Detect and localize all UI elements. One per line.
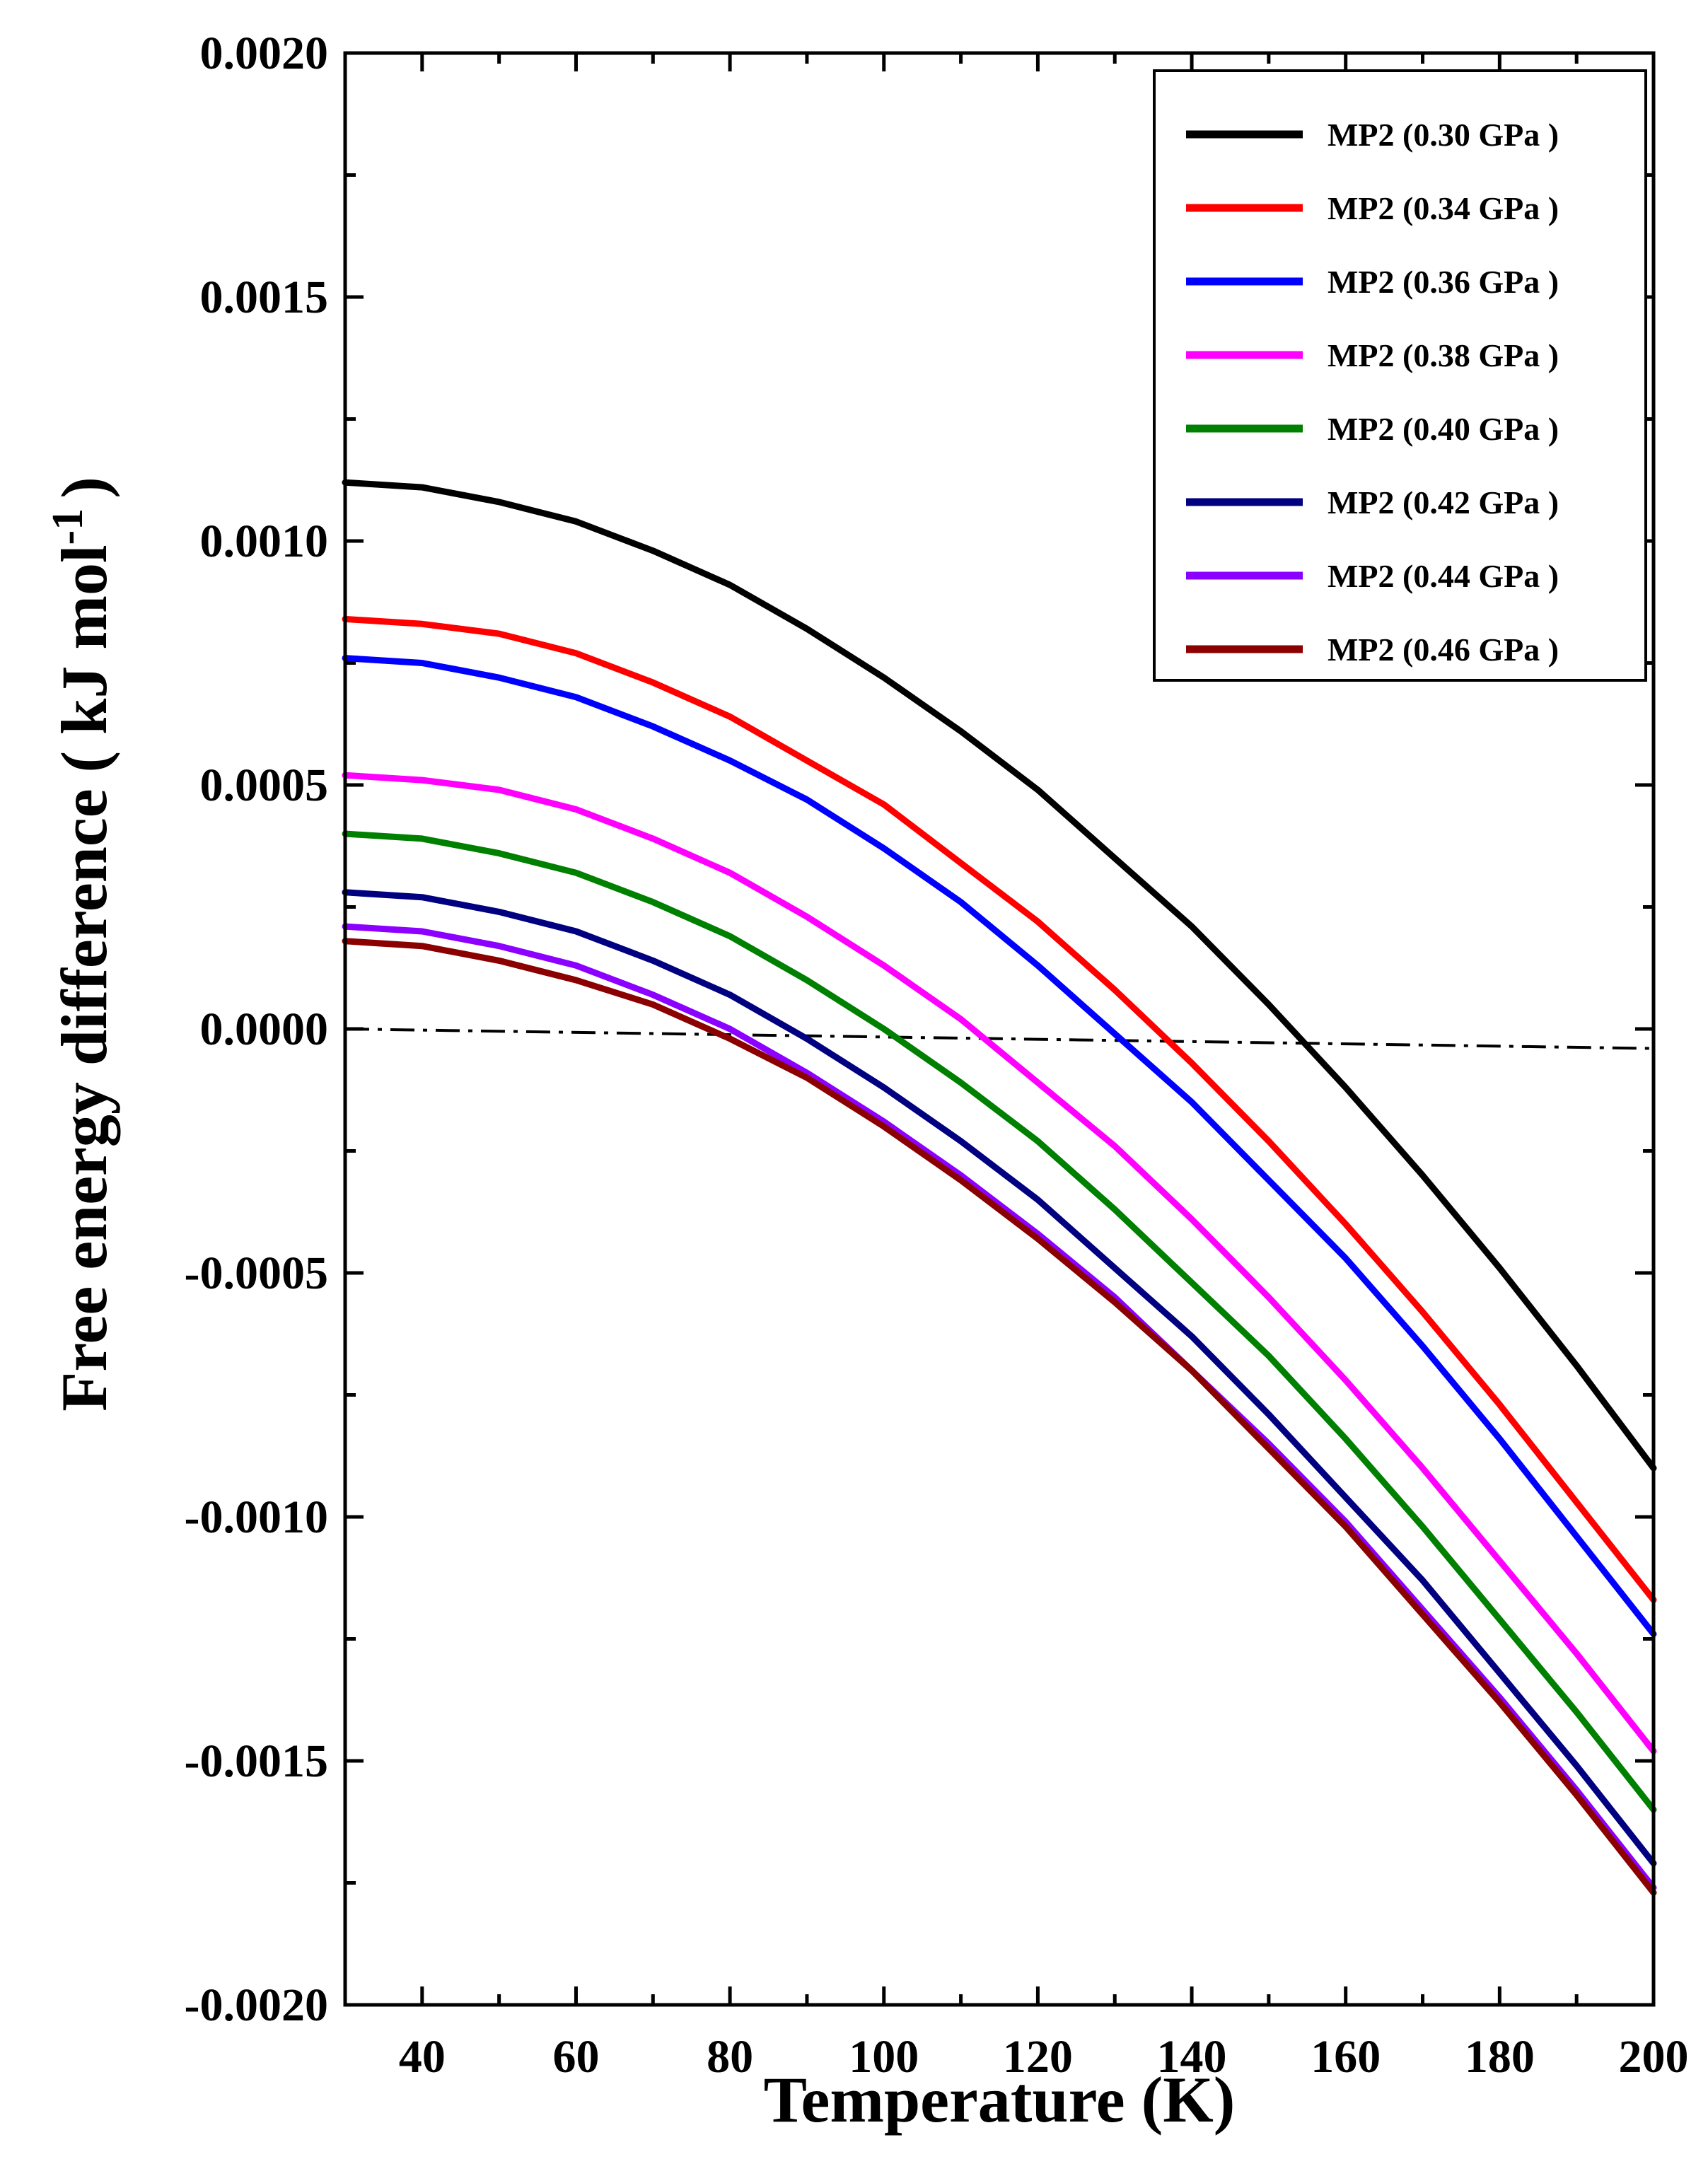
x-axis-title: Temperature (K) <box>764 2064 1236 2136</box>
series-line-7 <box>342 923 1657 1891</box>
y-tick-label: 0.0005 <box>200 760 329 811</box>
y-axis-title-superscript: -1 <box>44 508 92 545</box>
x-tick-label: 160 <box>1311 2031 1381 2083</box>
series-group <box>342 479 1657 1896</box>
legend-label: MP2 (0.44 GPa ) <box>1328 558 1559 594</box>
x-tick-label: 80 <box>707 2031 753 2083</box>
series-line-1 <box>342 479 1657 1472</box>
legend-label: MP2 (0.30 GPa ) <box>1328 117 1559 153</box>
legend: MP2 (0.30 GPa ) MP2 (0.34 GPa ) MP2 (0.36 … <box>1153 69 1647 682</box>
series-line-4 <box>342 772 1657 1755</box>
x-tick-label: 120 <box>1003 2031 1073 2083</box>
legend-label: MP2 (0.34 GPa ) <box>1328 190 1559 226</box>
x-tick-label: 140 <box>1157 2031 1227 2083</box>
x-tick-label: 180 <box>1465 2031 1535 2083</box>
x-tick-label: 100 <box>849 2031 919 2083</box>
y-tick-label: -0.0015 <box>185 1735 328 1787</box>
y-tick-label: -0.0005 <box>185 1247 328 1299</box>
legend-label: MP2 (0.46 GPa ) <box>1328 632 1559 668</box>
x-tick-labels: 40 60 80 100 120 140 160 180 200 <box>399 2031 1689 2083</box>
y-tick-label: 0.0010 <box>200 516 329 567</box>
y-tick-label: 0.0020 <box>200 28 329 79</box>
x-tick-label: 40 <box>399 2031 446 2083</box>
y-tick-label: 0.0015 <box>200 272 329 323</box>
y-tick-label: -0.0010 <box>185 1491 328 1543</box>
y-axis-title-main: Free energy difference ( kJ mol <box>48 545 120 1411</box>
y-axis-title-suffix: ) <box>48 477 120 499</box>
y-tick-label: -0.0020 <box>185 1979 328 2031</box>
series-line-6 <box>342 889 1657 1867</box>
series-line-2 <box>342 615 1657 1603</box>
y-tick-label: 0.0000 <box>200 1003 329 1055</box>
series-line-5 <box>342 830 1657 1813</box>
reference-line-group <box>344 1028 1654 1050</box>
legend-label: MP2 (0.42 GPa ) <box>1328 484 1559 520</box>
reference-dash-dot-line <box>344 1028 1654 1050</box>
x-tick-label: 60 <box>552 2031 599 2083</box>
y-tick-labels: -0.0020 -0.0015 -0.0010 -0.0005 0.0000 0.0005… <box>185 28 328 2031</box>
series-line-8 <box>342 938 1657 1896</box>
legend-label: MP2 (0.36 GPa ) <box>1328 264 1559 300</box>
x-tick-label: 200 <box>1619 2031 1689 2083</box>
series-line-3 <box>342 655 1657 1638</box>
legend-label: MP2 (0.38 GPa ) <box>1328 337 1559 373</box>
plot-frame <box>343 51 1656 2007</box>
y-axis-title: Free energy difference ( kJ mol-1) <box>44 477 120 1412</box>
legend-label: MP2 (0.40 GPa ) <box>1328 411 1559 447</box>
